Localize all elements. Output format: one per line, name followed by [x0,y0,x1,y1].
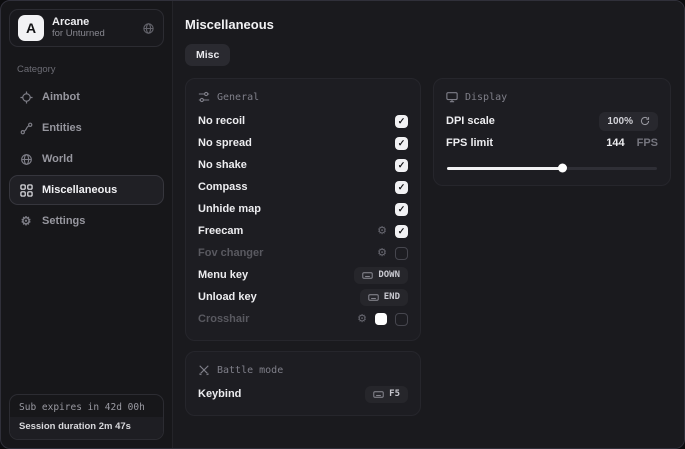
crosshair-icon [19,90,33,104]
menu-key-bind-button[interactable]: DOWN [354,266,408,284]
monitor-icon [446,92,458,103]
row-label: Compass [198,181,248,193]
unhide-map-checkbox[interactable] [395,202,408,216]
row-label: No recoil [198,115,246,127]
swords-icon [199,365,209,376]
sidebar-item-label: Aimbot [42,91,80,103]
sliders-icon [198,91,210,103]
sidebar-item-label: World [42,153,73,165]
row-battle-keybind: Keybind F5 [198,383,408,405]
unload-key-bind-button[interactable]: END [359,288,408,306]
sidebar-item-label: Settings [42,215,86,227]
fps-limit-unit: FPS [636,137,658,149]
fps-limit-slider[interactable] [447,163,657,173]
sidebar-item-miscellaneous[interactable]: Miscellaneous [9,175,164,205]
row-label: No shake [198,159,247,171]
row-label: Crosshair [198,313,250,325]
keybind-value: F5 [389,389,400,399]
sidebar-item-label: Entities [42,122,82,134]
no-recoil-checkbox[interactable] [395,114,408,128]
no-shake-checkbox[interactable] [395,158,408,172]
globe-icon[interactable] [142,22,155,35]
panel-battle-mode: Battle mode Keybind F5 [185,351,421,416]
fov-changer-settings-gear-icon[interactable]: ⚙ [377,246,387,259]
app-subtitle: for Unturned [52,27,105,39]
panel-title: General [217,91,260,103]
keybind-value: END [383,292,400,302]
fps-limit-value: 144 [606,137,625,149]
panel-title: Display [465,91,508,103]
keyboard-icon [373,390,384,398]
row-dpi-scale: DPI scale 100% [446,110,658,132]
no-spread-checkbox[interactable] [395,136,408,150]
row-label: Unhide map [198,203,261,215]
app-logo: A [18,15,44,41]
crosshair-color-swatch[interactable] [375,313,387,325]
row-crosshair: Crosshair ⚙ [198,308,408,330]
sidebar: A Arcane for Unturned Category Aimbot [1,1,173,448]
entities-icon [19,121,33,135]
page-title: Miscellaneous [185,17,274,32]
cycle-icon [640,116,650,126]
freecam-checkbox[interactable] [395,224,408,238]
dpi-scale-value: 100% [607,115,633,127]
row-label: Fov changer [198,247,264,259]
row-no-spread: No spread [198,132,408,154]
fps-slider-track[interactable] [447,163,657,173]
compass-checkbox[interactable] [395,180,408,194]
panel-display-header: Display [446,91,658,103]
row-freecam: Freecam ⚙ [198,220,408,242]
sidebar-item-settings[interactable]: ⚙ Settings [9,206,164,236]
panel-title: Battle mode [217,364,284,376]
category-label: Category [17,64,56,75]
main-content: Miscellaneous Misc General No recoil [173,1,684,448]
fps-slider-fill [447,163,567,173]
sub-expires-text: Sub expires in 42d 00h [19,402,145,413]
keyboard-icon [368,293,379,301]
dpi-scale-selector[interactable]: 100% [599,111,658,131]
sidebar-item-entities[interactable]: Entities [9,113,164,143]
row-label: Freecam [198,225,244,237]
subscription-card: Sub expires in 42d 00h Session duration … [9,394,164,440]
fov-changer-checkbox[interactable] [395,246,408,260]
row-compass: Compass [198,176,408,198]
row-fps-limit: FPS limit 144 FPS [446,132,658,154]
panel-battle-header: Battle mode [198,364,408,376]
row-label: Unload key [198,291,257,303]
tab-misc[interactable]: Misc [185,44,231,66]
crosshair-settings-gear-icon[interactable]: ⚙ [357,312,367,325]
panel-general: General No recoil No spread [185,78,421,341]
sidebar-item-label: Miscellaneous [42,184,118,196]
row-unhide-map: Unhide map [198,198,408,220]
row-unload-key: Unload key END [198,286,408,308]
keybind-value: DOWN [378,270,400,280]
keyboard-icon [362,271,373,279]
row-no-shake: No shake [198,154,408,176]
row-no-recoil: No recoil [198,110,408,132]
fps-slider-thumb[interactable] [557,163,567,173]
world-icon [19,152,33,166]
row-label: No spread [198,137,252,149]
panel-general-header: General [198,91,408,103]
gear-icon: ⚙ [20,214,32,228]
app-name: Arcane [52,16,90,29]
row-fov-changer: Fov changer ⚙ [198,242,408,264]
row-menu-key: Menu key DOWN [198,264,408,286]
app-header-card: A Arcane for Unturned [9,9,164,47]
sidebar-item-aimbot[interactable]: Aimbot [9,82,164,112]
crosshair-checkbox[interactable] [395,312,408,326]
row-label: FPS limit [446,137,494,149]
panel-display: Display DPI scale 100% [433,78,671,186]
sidebar-item-world[interactable]: World [9,144,164,174]
freecam-settings-gear-icon[interactable]: ⚙ [377,224,387,237]
row-label: DPI scale [446,115,495,127]
row-label: Keybind [198,388,242,400]
grid-icon [19,183,33,197]
session-duration-text: Session duration 2m 47s [10,417,163,439]
row-label: Menu key [198,269,249,281]
battle-keybind-button[interactable]: F5 [365,385,408,403]
